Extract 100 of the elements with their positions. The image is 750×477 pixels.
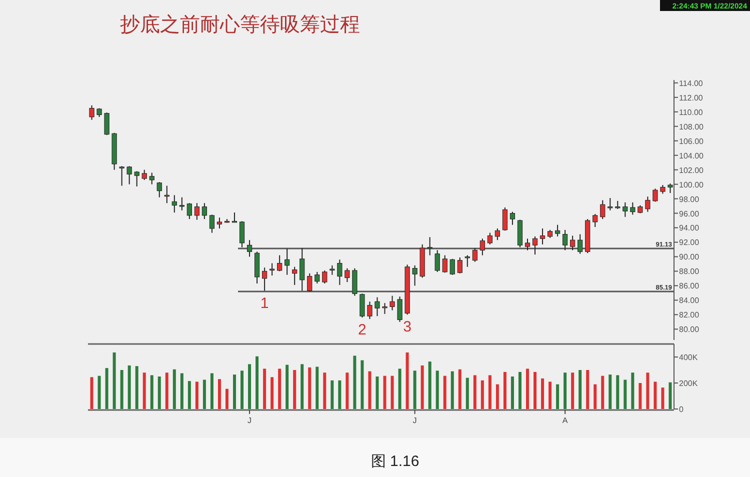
bar bbox=[608, 374, 612, 409]
bar bbox=[368, 371, 372, 409]
y-tick-label: 114.00 bbox=[679, 78, 704, 88]
bar bbox=[443, 376, 446, 409]
bar bbox=[436, 370, 439, 409]
y-tick-label: 112.00 bbox=[679, 93, 704, 102]
bar bbox=[638, 383, 642, 409]
bar bbox=[233, 374, 236, 409]
bar bbox=[383, 376, 386, 409]
bar bbox=[518, 372, 522, 409]
bar bbox=[398, 368, 402, 409]
y-tick-label: 96.00 bbox=[679, 209, 700, 218]
y-tick-label: 88.00 bbox=[679, 267, 700, 276]
bar bbox=[263, 368, 266, 409]
bar bbox=[286, 364, 289, 409]
y-tick-label: 102.00 bbox=[679, 166, 704, 175]
y-tick-label: 90.00 bbox=[679, 252, 700, 262]
bar bbox=[586, 370, 590, 409]
annotation: 1 bbox=[260, 294, 269, 312]
bar bbox=[120, 370, 124, 409]
bar bbox=[105, 368, 108, 409]
bar bbox=[548, 382, 552, 409]
bar bbox=[564, 372, 567, 409]
bar bbox=[240, 370, 244, 409]
bar bbox=[480, 380, 484, 409]
caption: 图 1.16 bbox=[370, 453, 420, 470]
y-tick-label: 92.00 bbox=[679, 238, 700, 248]
bar bbox=[218, 379, 221, 409]
y-tick-label: 84.00 bbox=[679, 296, 700, 306]
x-tick-label: J bbox=[412, 416, 417, 425]
bar bbox=[256, 356, 259, 409]
bar bbox=[473, 375, 476, 409]
y-tick-label: 86.00 bbox=[679, 282, 700, 291]
bar bbox=[390, 376, 394, 409]
bar bbox=[420, 365, 424, 409]
chart-title: 抄底之前耐心等待吸筹过程 bbox=[120, 14, 360, 36]
bar bbox=[488, 375, 492, 409]
bar bbox=[616, 375, 620, 409]
bar bbox=[308, 367, 312, 409]
bar bbox=[180, 373, 184, 409]
y-tick-label: 108.00 bbox=[679, 122, 704, 132]
bar bbox=[300, 364, 304, 409]
bar bbox=[646, 372, 650, 409]
bar bbox=[150, 375, 154, 409]
bar bbox=[466, 378, 469, 409]
bar bbox=[278, 368, 282, 409]
bar bbox=[510, 376, 514, 409]
bar bbox=[165, 372, 168, 409]
bar bbox=[202, 380, 206, 409]
y-tick-label: 200K bbox=[679, 379, 698, 388]
bar bbox=[210, 373, 214, 409]
bar bbox=[428, 362, 432, 409]
bar bbox=[526, 368, 529, 409]
bar bbox=[270, 377, 274, 409]
bar bbox=[458, 369, 462, 409]
bar bbox=[594, 384, 597, 409]
bar bbox=[668, 382, 672, 409]
x-tick-label: A bbox=[562, 416, 568, 425]
bar bbox=[503, 372, 506, 409]
bar bbox=[330, 380, 334, 409]
bar bbox=[413, 370, 416, 409]
bar bbox=[376, 376, 379, 409]
bar bbox=[128, 365, 131, 409]
bar bbox=[541, 378, 544, 409]
bar bbox=[98, 376, 101, 409]
bar bbox=[360, 360, 364, 409]
bar bbox=[90, 377, 94, 409]
y-tick-label: 110.00 bbox=[679, 108, 704, 117]
bar bbox=[654, 382, 657, 409]
x-tick-label: J bbox=[248, 416, 252, 425]
bar bbox=[601, 376, 604, 409]
y-tick-label: 104.00 bbox=[679, 151, 704, 160]
bar bbox=[406, 352, 409, 409]
y-tick-label: 106.00 bbox=[679, 136, 704, 146]
y-tick-label: 80.00 bbox=[679, 325, 700, 334]
bar bbox=[135, 366, 138, 409]
bar bbox=[346, 372, 349, 409]
annotation: 2 bbox=[358, 322, 366, 339]
annotation: 3 bbox=[403, 318, 412, 336]
y-tick-label: 100.00 bbox=[679, 180, 704, 190]
bar bbox=[225, 388, 228, 409]
bar bbox=[188, 381, 191, 409]
bar bbox=[496, 384, 499, 409]
bar bbox=[631, 372, 634, 409]
bar bbox=[316, 366, 319, 409]
y-tick-label: 98.00 bbox=[679, 194, 700, 204]
y-tick-label: 82.00 bbox=[679, 310, 700, 320]
bar bbox=[112, 352, 116, 409]
y-tick-label: 400K bbox=[679, 353, 698, 362]
bar bbox=[323, 372, 326, 409]
bar bbox=[293, 370, 296, 409]
bar bbox=[248, 364, 252, 409]
bar bbox=[158, 376, 161, 409]
bar bbox=[338, 380, 342, 409]
bar bbox=[556, 384, 560, 409]
y-tick-label: 0 bbox=[679, 405, 684, 414]
bar bbox=[578, 370, 582, 409]
bar bbox=[195, 382, 198, 409]
y-tick-label: 94.00 bbox=[679, 224, 700, 233]
bar bbox=[142, 372, 146, 409]
